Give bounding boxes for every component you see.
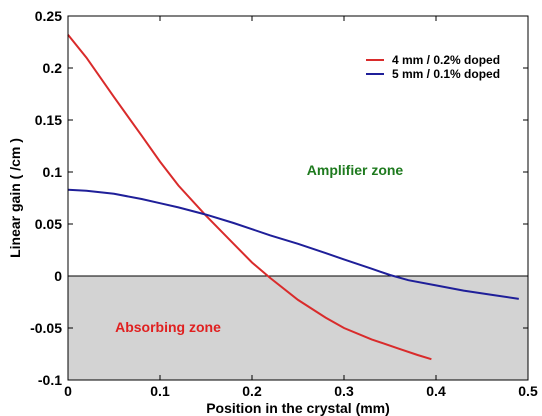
x-tick-label: 0.3	[334, 383, 354, 399]
series-line-4mm-0.2pct	[67, 34, 432, 361]
x-tick-label: 0.1	[150, 383, 170, 399]
x-tick-label: 0.4	[426, 383, 446, 399]
y-tick-label: -0.1	[38, 372, 62, 388]
x-tick-label: 0	[64, 383, 72, 399]
y-axis-title: Linear gain ( /cm )	[7, 138, 23, 258]
y-tick-label: 0.15	[35, 112, 62, 128]
x-tick-label: 0.2	[242, 383, 262, 399]
y-axis-ticks: 0.25 0.2 0.15 0.1 0.05 0 -0.05 -0.1	[30, 8, 528, 388]
legend-label-4mm: 4 mm / 0.2% doped	[392, 53, 500, 67]
x-axis-title: Position in the crystal (mm)	[206, 400, 390, 416]
y-tick-label: -0.05	[30, 320, 62, 336]
y-tick-label: 0	[54, 268, 62, 284]
y-tick-label: 0.25	[35, 8, 62, 24]
series-line-5mm-0.1pct	[67, 188, 519, 300]
absorbing-zone-shading	[68, 276, 528, 380]
x-axis-ticks: 0 0.1 0.2 0.3 0.4 0.5	[64, 16, 538, 399]
legend-label-5mm: 5 mm / 0.1% doped	[392, 67, 500, 81]
y-tick-label: 0.1	[43, 164, 63, 180]
y-tick-label: 0.05	[35, 216, 62, 232]
x-tick-label: 0.5	[518, 383, 538, 399]
legend: 4 mm / 0.2% doped 5 mm / 0.1% doped	[366, 53, 500, 81]
amplifier-zone-label: Amplifier zone	[307, 162, 404, 178]
plot-frame	[67, 15, 529, 381]
y-tick-label: 0.2	[43, 60, 63, 76]
absorbing-zone-label: Absorbing zone	[115, 319, 221, 335]
